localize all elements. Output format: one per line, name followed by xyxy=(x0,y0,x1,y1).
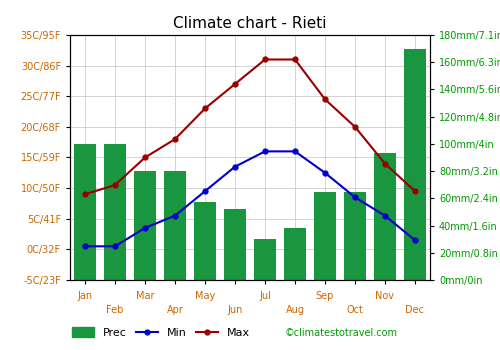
Max xyxy=(112,183,118,187)
Text: Apr: Apr xyxy=(166,305,184,315)
Bar xyxy=(374,153,396,280)
Max xyxy=(262,57,268,62)
Max xyxy=(352,125,358,129)
Text: May: May xyxy=(195,291,215,301)
Text: Nov: Nov xyxy=(376,291,394,301)
Min xyxy=(412,238,418,242)
Max xyxy=(382,161,388,166)
Min xyxy=(262,149,268,153)
Min xyxy=(112,244,118,248)
Min xyxy=(82,244,88,248)
Bar xyxy=(164,171,186,280)
Bar xyxy=(314,191,336,280)
Text: Sep: Sep xyxy=(316,291,334,301)
Bar xyxy=(254,239,276,280)
Bar xyxy=(284,228,306,280)
Max xyxy=(292,57,298,62)
Min xyxy=(382,214,388,218)
Max xyxy=(202,106,208,111)
Max xyxy=(82,192,88,196)
Title: Climate chart - Rieti: Climate chart - Rieti xyxy=(174,16,327,31)
Text: Dec: Dec xyxy=(406,305,424,315)
Min xyxy=(232,164,238,169)
Bar xyxy=(224,209,246,280)
Min xyxy=(202,189,208,193)
Max xyxy=(142,155,148,160)
Bar xyxy=(104,144,126,280)
Min xyxy=(322,171,328,175)
Text: Aug: Aug xyxy=(286,305,304,315)
Text: Oct: Oct xyxy=(346,305,364,315)
Line: Max: Max xyxy=(82,57,417,197)
Text: Jul: Jul xyxy=(259,291,271,301)
Max xyxy=(172,137,178,141)
Bar xyxy=(194,202,216,280)
Max xyxy=(412,189,418,193)
Min xyxy=(352,195,358,199)
Bar xyxy=(404,49,426,280)
Text: Jun: Jun xyxy=(228,305,242,315)
Min xyxy=(172,214,178,218)
Text: ©climatestotravel.com: ©climatestotravel.com xyxy=(285,328,398,338)
Min xyxy=(142,226,148,230)
Bar xyxy=(134,171,156,280)
Bar xyxy=(74,144,96,280)
Text: Jan: Jan xyxy=(78,291,92,301)
Bar xyxy=(344,191,366,280)
Line: Min: Min xyxy=(82,149,417,249)
Text: Mar: Mar xyxy=(136,291,154,301)
Text: Feb: Feb xyxy=(106,305,124,315)
Max xyxy=(232,82,238,86)
Max xyxy=(322,97,328,102)
Min xyxy=(292,149,298,153)
Legend: Prec, Min, Max: Prec, Min, Max xyxy=(72,327,250,338)
